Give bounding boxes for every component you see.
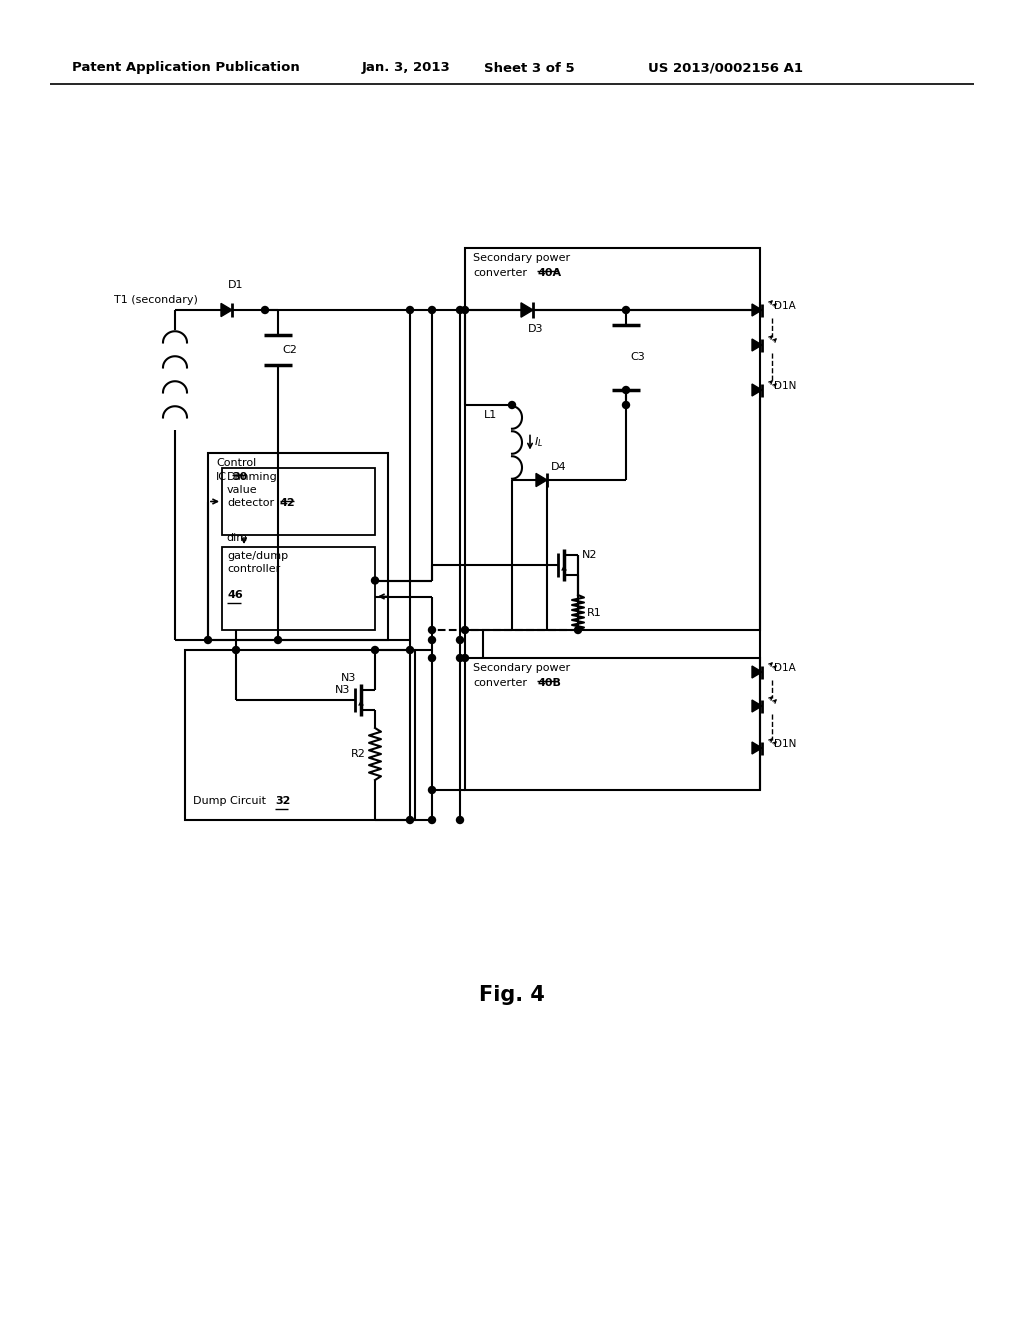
Text: D1N: D1N bbox=[774, 381, 797, 391]
Text: 42: 42 bbox=[280, 498, 296, 508]
Circle shape bbox=[457, 655, 464, 661]
Text: dim: dim bbox=[226, 533, 247, 543]
Text: controller: controller bbox=[227, 564, 281, 574]
Polygon shape bbox=[221, 304, 232, 317]
Text: 30: 30 bbox=[232, 473, 247, 482]
Text: Dimming: Dimming bbox=[227, 473, 278, 482]
Text: 40A: 40A bbox=[537, 268, 561, 279]
Circle shape bbox=[372, 647, 379, 653]
Circle shape bbox=[457, 306, 464, 314]
Text: $I_L$: $I_L$ bbox=[534, 436, 543, 449]
Polygon shape bbox=[752, 384, 762, 396]
Text: Jan. 3, 2013: Jan. 3, 2013 bbox=[362, 62, 451, 74]
Text: US 2013/0002156 A1: US 2013/0002156 A1 bbox=[648, 62, 803, 74]
Bar bbox=[185, 649, 415, 820]
Circle shape bbox=[457, 817, 464, 824]
Text: Secondary power: Secondary power bbox=[473, 663, 570, 673]
Circle shape bbox=[407, 306, 414, 314]
Text: Patent Application Publication: Patent Application Publication bbox=[72, 62, 300, 74]
Text: Dump Circuit: Dump Circuit bbox=[193, 796, 266, 807]
Text: N3: N3 bbox=[335, 685, 350, 696]
Bar bbox=[208, 453, 388, 640]
Circle shape bbox=[462, 655, 469, 661]
Circle shape bbox=[428, 636, 435, 644]
Circle shape bbox=[261, 306, 268, 314]
Polygon shape bbox=[752, 700, 762, 711]
Text: value: value bbox=[227, 484, 258, 495]
Polygon shape bbox=[752, 742, 762, 754]
Polygon shape bbox=[752, 304, 762, 315]
Circle shape bbox=[428, 655, 435, 661]
Text: detector: detector bbox=[227, 498, 274, 508]
Circle shape bbox=[407, 817, 414, 824]
Circle shape bbox=[428, 817, 435, 824]
Bar bbox=[465, 248, 760, 630]
Circle shape bbox=[623, 306, 630, 314]
Text: C2: C2 bbox=[282, 345, 297, 355]
Text: D3: D3 bbox=[528, 323, 544, 334]
Circle shape bbox=[428, 627, 435, 634]
Text: Secondary power: Secondary power bbox=[473, 253, 570, 263]
Text: D1A: D1A bbox=[774, 663, 796, 673]
Text: gate/dump: gate/dump bbox=[227, 550, 288, 561]
Circle shape bbox=[372, 577, 379, 583]
Circle shape bbox=[205, 636, 212, 644]
Text: converter: converter bbox=[473, 268, 527, 279]
Text: N2: N2 bbox=[582, 550, 597, 560]
Text: R2: R2 bbox=[351, 748, 366, 759]
Circle shape bbox=[623, 401, 630, 408]
Text: C3: C3 bbox=[630, 352, 645, 363]
Text: L1: L1 bbox=[484, 411, 498, 420]
Text: D1A: D1A bbox=[774, 301, 796, 312]
Bar bbox=[222, 469, 375, 535]
Circle shape bbox=[462, 627, 469, 634]
Circle shape bbox=[407, 647, 414, 653]
Text: 40B: 40B bbox=[537, 678, 561, 688]
Text: T1 (secondary): T1 (secondary) bbox=[114, 294, 198, 305]
Polygon shape bbox=[521, 302, 534, 317]
Text: D1N: D1N bbox=[774, 739, 797, 748]
Text: 32: 32 bbox=[275, 796, 291, 807]
Circle shape bbox=[574, 627, 582, 634]
Circle shape bbox=[509, 401, 515, 408]
Text: N3: N3 bbox=[341, 673, 356, 682]
Text: Sheet 3 of 5: Sheet 3 of 5 bbox=[484, 62, 574, 74]
Circle shape bbox=[623, 387, 630, 393]
Text: R1: R1 bbox=[587, 607, 602, 618]
Text: D4: D4 bbox=[551, 462, 566, 473]
Polygon shape bbox=[536, 474, 547, 487]
Text: Fig. 4: Fig. 4 bbox=[479, 985, 545, 1005]
Text: IC: IC bbox=[216, 473, 227, 482]
Text: D1: D1 bbox=[228, 280, 244, 290]
Bar bbox=[465, 657, 760, 789]
Text: 46: 46 bbox=[227, 590, 243, 601]
Text: converter: converter bbox=[473, 678, 527, 688]
Polygon shape bbox=[752, 667, 762, 678]
Circle shape bbox=[232, 647, 240, 653]
Circle shape bbox=[462, 306, 469, 314]
Circle shape bbox=[428, 306, 435, 314]
Circle shape bbox=[274, 636, 282, 644]
Text: Control: Control bbox=[216, 458, 256, 469]
Polygon shape bbox=[752, 339, 762, 351]
Circle shape bbox=[428, 787, 435, 793]
Bar bbox=[222, 546, 375, 630]
Circle shape bbox=[457, 636, 464, 644]
